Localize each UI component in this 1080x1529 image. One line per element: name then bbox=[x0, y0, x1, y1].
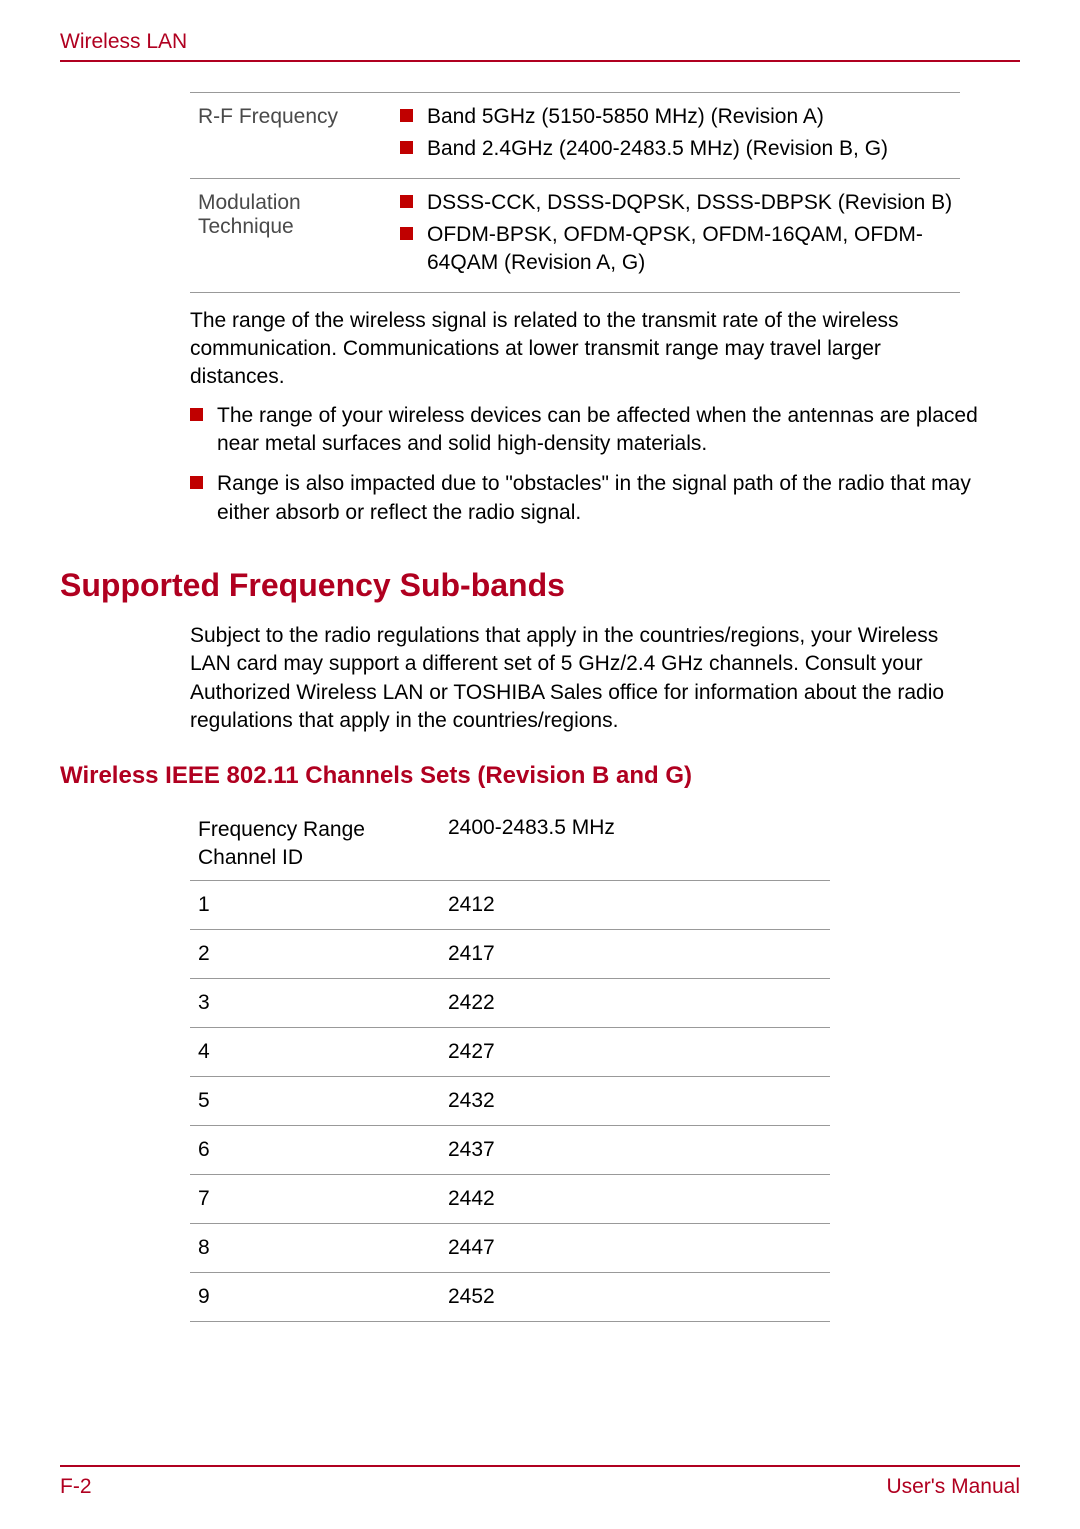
footer-manual-label: User's Manual bbox=[886, 1475, 1020, 1499]
channel-header-left: Frequency Range Channel ID bbox=[198, 816, 448, 873]
bullet-item: DSSS-CCK, DSSS-DQPSK, DSSS-DBPSK (Revisi… bbox=[400, 189, 960, 217]
bullet-item: Band 2.4GHz (2400-2483.5 MHz) (Revision … bbox=[400, 135, 960, 163]
bullet-icon bbox=[400, 109, 413, 122]
bullet-icon bbox=[400, 141, 413, 154]
bullet-icon bbox=[400, 195, 413, 208]
channel-freq: 2417 bbox=[448, 942, 495, 966]
channel-row: 1 2412 bbox=[190, 881, 830, 930]
channel-id: 8 bbox=[198, 1236, 448, 1260]
spec-label: R-F Frequency bbox=[190, 103, 400, 168]
bullet-text: OFDM-BPSK, OFDM-QPSK, OFDM-16QAM, OFDM-6… bbox=[427, 221, 960, 278]
channel-row: 3 2422 bbox=[190, 979, 830, 1028]
channel-id: 1 bbox=[198, 893, 448, 917]
spec-value: Band 5GHz (5150-5850 MHz) (Revision A) B… bbox=[400, 103, 960, 168]
bullet-text: The range of your wireless devices can b… bbox=[217, 402, 980, 459]
channel-freq: 2447 bbox=[448, 1236, 495, 1260]
bullet-text: Range is also impacted due to "obstacles… bbox=[217, 470, 980, 527]
freq-range-label: Frequency Range bbox=[198, 818, 365, 841]
spec-row: Modulation Technique DSSS-CCK, DSSS-DQPS… bbox=[190, 179, 960, 293]
channel-id: 5 bbox=[198, 1089, 448, 1113]
section-heading: Supported Frequency Sub-bands bbox=[60, 567, 1020, 604]
bullet-item: Range is also impacted due to "obstacles… bbox=[190, 470, 980, 527]
channel-row: 6 2437 bbox=[190, 1126, 830, 1175]
channel-id: 7 bbox=[198, 1187, 448, 1211]
channel-header-right: 2400-2483.5 MHz bbox=[448, 816, 615, 873]
channel-row: 8 2447 bbox=[190, 1224, 830, 1273]
page-footer: F-2 User's Manual bbox=[60, 1465, 1020, 1499]
channel-row: 9 2452 bbox=[190, 1273, 830, 1322]
bullet-icon bbox=[190, 476, 203, 489]
bullet-item: OFDM-BPSK, OFDM-QPSK, OFDM-16QAM, OFDM-6… bbox=[400, 221, 960, 278]
channel-freq: 2412 bbox=[448, 893, 495, 917]
page: Wireless LAN R-F Frequency Band 5GHz (51… bbox=[0, 0, 1080, 1529]
section-paragraph: Subject to the radio regulations that ap… bbox=[190, 622, 980, 735]
bullet-icon bbox=[190, 408, 203, 421]
bullet-item: The range of your wireless devices can b… bbox=[190, 402, 980, 459]
bullet-text: DSSS-CCK, DSSS-DQPSK, DSSS-DBPSK (Revisi… bbox=[427, 189, 952, 217]
channel-freq: 2427 bbox=[448, 1040, 495, 1064]
footer-page-number: F-2 bbox=[60, 1475, 92, 1499]
channel-id-label: Channel ID bbox=[198, 846, 303, 869]
header-title: Wireless LAN bbox=[60, 30, 187, 53]
spec-table: R-F Frequency Band 5GHz (5150-5850 MHz) … bbox=[190, 92, 960, 293]
channel-id: 3 bbox=[198, 991, 448, 1015]
channel-row: 4 2427 bbox=[190, 1028, 830, 1077]
subsection-heading: Wireless IEEE 802.11 Channels Sets (Revi… bbox=[60, 762, 1020, 790]
channel-freq: 2442 bbox=[448, 1187, 495, 1211]
spec-label: Modulation Technique bbox=[190, 189, 400, 282]
channel-row: 7 2442 bbox=[190, 1175, 830, 1224]
channel-id: 4 bbox=[198, 1040, 448, 1064]
bullet-item: Band 5GHz (5150-5850 MHz) (Revision A) bbox=[400, 103, 960, 131]
channel-id: 2 bbox=[198, 942, 448, 966]
range-paragraph: The range of the wireless signal is rela… bbox=[190, 307, 970, 392]
channel-row: 5 2432 bbox=[190, 1077, 830, 1126]
bullet-text: Band 2.4GHz (2400-2483.5 MHz) (Revision … bbox=[427, 135, 888, 163]
channel-freq: 2432 bbox=[448, 1089, 495, 1113]
bullet-icon bbox=[400, 227, 413, 240]
bullet-text: Band 5GHz (5150-5850 MHz) (Revision A) bbox=[427, 103, 824, 131]
channel-freq: 2422 bbox=[448, 991, 495, 1015]
spec-value: DSSS-CCK, DSSS-DQPSK, DSSS-DBPSK (Revisi… bbox=[400, 189, 960, 282]
range-bullets: The range of your wireless devices can b… bbox=[190, 402, 980, 527]
channel-id: 9 bbox=[198, 1285, 448, 1309]
channel-freq: 2452 bbox=[448, 1285, 495, 1309]
channel-id: 6 bbox=[198, 1138, 448, 1162]
channel-table: Frequency Range Channel ID 2400-2483.5 M… bbox=[190, 808, 830, 1323]
spec-row: R-F Frequency Band 5GHz (5150-5850 MHz) … bbox=[190, 93, 960, 179]
channel-table-header: Frequency Range Channel ID 2400-2483.5 M… bbox=[190, 808, 830, 882]
channel-row: 2 2417 bbox=[190, 930, 830, 979]
channel-freq: 2437 bbox=[448, 1138, 495, 1162]
page-header: Wireless LAN bbox=[60, 30, 1020, 62]
